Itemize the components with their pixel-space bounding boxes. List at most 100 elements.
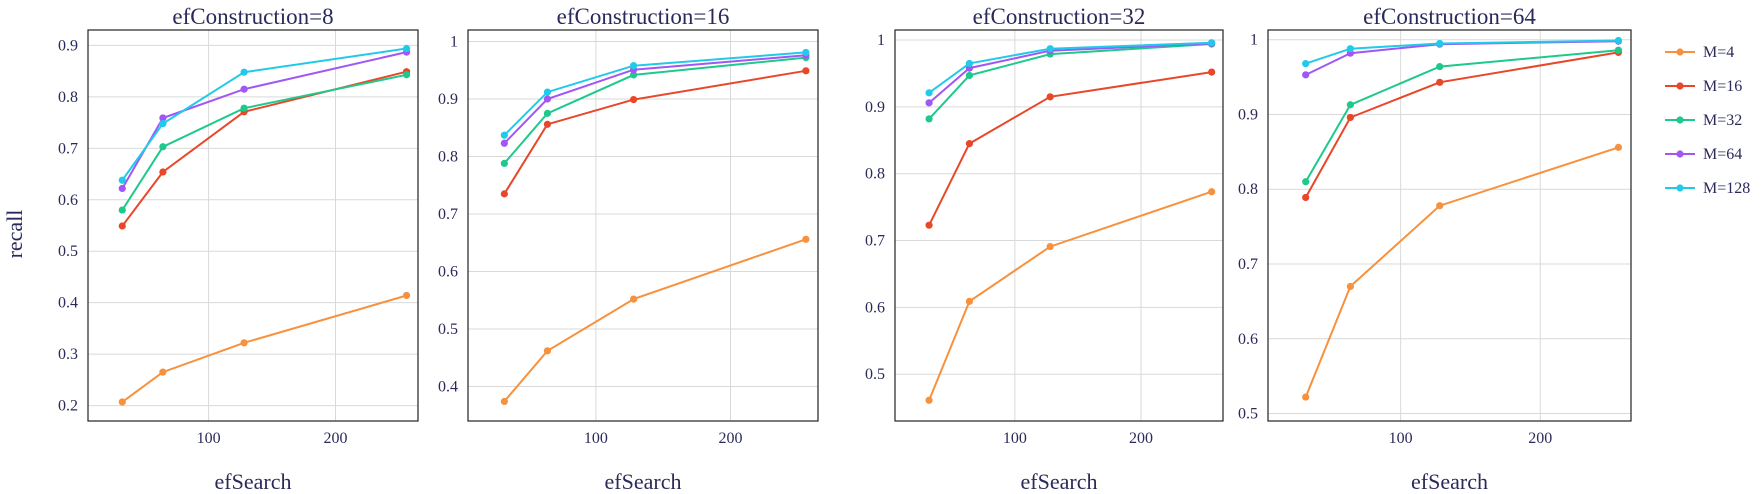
data-point-M=128 — [402, 44, 411, 53]
data-point-M=32 — [1436, 63, 1444, 71]
data-point-M=4 — [629, 295, 638, 303]
data-point-M=128 — [1614, 36, 1623, 45]
panel-1: 0.2 0.3 0.4 0.5 0.6 0.7 0.8 0.9 100 200 efConstruc… — [58, 4, 419, 494]
data-point-M=16 — [1436, 78, 1444, 86]
legend-label: M=32 — [1703, 112, 1742, 129]
data-point-M=128 — [1346, 45, 1354, 53]
data-point-M=32 — [1346, 101, 1354, 109]
y-tick-label: 0.7 — [438, 206, 458, 223]
data-point-M=128 — [159, 120, 167, 128]
y-tick-label: 0.7 — [1238, 256, 1258, 273]
data-point-M=4 — [1346, 282, 1354, 291]
data-point-M=16 — [543, 120, 552, 128]
panel-title: efConstruction=64 — [1363, 4, 1536, 29]
series-line-M=32 — [928, 43, 1212, 120]
data-point-M=16 — [1346, 113, 1354, 122]
plot-frame — [1267, 29, 1632, 422]
legend-label: M=128 — [1703, 180, 1750, 197]
data-point-M=16 — [500, 190, 508, 198]
data-point-M=32 — [402, 71, 411, 79]
x-axis-title: efSearch — [605, 469, 682, 494]
panel-2: 0.4 0.5 0.6 0.7 0.8 0.9 1 100 200 efConstruction=… — [438, 4, 819, 494]
data-point-M=64 — [159, 114, 167, 122]
series-line-M=64 — [503, 54, 806, 144]
x-tick-label: 100 — [1389, 430, 1413, 447]
y-tick-label: 0.4 — [58, 295, 78, 312]
data-point-M=4 — [1436, 202, 1444, 210]
panel-title: efConstruction=16 — [557, 4, 730, 29]
series-line-M=128 — [121, 47, 407, 181]
data-point-M=128 — [802, 48, 810, 57]
series-line-M=4 — [503, 238, 807, 403]
data-point-M=128 — [1208, 39, 1216, 47]
x-tick-label: 100 — [1003, 430, 1027, 447]
legend-item-M=64: M=64 — [1665, 146, 1742, 163]
series-line-M=128 — [1305, 39, 1619, 65]
data-point-M=4 — [802, 235, 810, 243]
data-point-M=16 — [629, 95, 638, 104]
series-line-M=128 — [928, 41, 1212, 94]
data-point-M=4 — [543, 347, 552, 355]
data-point-M=128 — [240, 68, 248, 76]
data-point-M=64 — [925, 99, 933, 107]
panel-title: efConstruction=32 — [973, 4, 1146, 29]
y-tick-label: 0.5 — [438, 321, 458, 338]
y-tick-label: 0.9 — [1238, 106, 1258, 123]
data-point-M=32 — [118, 206, 126, 214]
data-point-M=16 — [118, 222, 126, 230]
y-tick-label: 0.9 — [865, 99, 885, 116]
y-tick-label: 0.7 — [865, 233, 885, 250]
data-point-M=32 — [159, 143, 167, 151]
series-line-M=4 — [928, 190, 1212, 401]
plot-frame — [467, 29, 819, 422]
x-tick-label: 100 — [197, 430, 221, 447]
data-point-M=4 — [965, 297, 974, 305]
x-tick-label: 200 — [1528, 430, 1552, 447]
data-point-M=32 — [925, 115, 933, 123]
chart-panels: 0.2 0.3 0.4 0.5 0.6 0.7 0.8 0.9 100 200 efConstruc… — [58, 4, 1632, 494]
data-point-M=4 — [925, 396, 933, 404]
data-point-M=128 — [1046, 45, 1054, 53]
data-point-M=4 — [1302, 393, 1310, 401]
legend: M=4 M=16 M=32 M=64 M=128 — [1665, 44, 1750, 197]
series-line-M=16 — [1304, 51, 1619, 198]
legend-item-M=128: M=128 — [1665, 180, 1750, 197]
data-point-M=64 — [1302, 71, 1310, 79]
y-tick-label: 0.9 — [58, 37, 78, 54]
y-tick-label: 0.8 — [58, 89, 78, 106]
legend-marker — [1676, 150, 1684, 158]
y-tick-label: 0.6 — [438, 264, 458, 281]
x-axis-title: efSearch — [215, 469, 292, 494]
plot-frame — [87, 29, 419, 422]
data-point-M=128 — [1436, 39, 1444, 48]
data-point-M=4 — [159, 368, 167, 376]
x-axis-title: efSearch — [1411, 469, 1488, 494]
data-point-M=32 — [629, 71, 638, 79]
legend-marker — [1676, 184, 1684, 192]
y-tick-label: 0.5 — [58, 243, 78, 260]
legend-marker — [1676, 116, 1684, 124]
data-point-M=4 — [1614, 143, 1623, 151]
y-tick-label: 0.8 — [438, 149, 458, 166]
data-point-M=4 — [1208, 188, 1216, 196]
legend-item-M=4: M=4 — [1665, 44, 1734, 61]
data-point-M=128 — [543, 88, 552, 96]
data-point-M=64 — [118, 184, 126, 193]
data-point-M=128 — [1302, 60, 1310, 68]
data-point-M=4 — [402, 291, 411, 300]
series-line-M=64 — [928, 42, 1212, 104]
panel-3: 0.5 0.6 0.7 0.8 0.9 1 100 200 efConstruction=32 e… — [865, 4, 1224, 494]
y-tick-label: 0.6 — [58, 192, 78, 209]
data-point-M=128 — [118, 176, 126, 184]
y-tick-label: 0.9 — [438, 91, 458, 108]
y-tick-label: 0.7 — [58, 140, 78, 157]
data-point-M=128 — [629, 62, 638, 70]
legend-label: M=4 — [1703, 44, 1734, 61]
series-line-M=4 — [1304, 146, 1619, 398]
panel-4: 0.5 0.6 0.7 0.8 0.9 1 100 200 efConstruction=64 e… — [1238, 4, 1632, 494]
series-line-M=16 — [928, 71, 1212, 226]
y-tick-label: 0.5 — [865, 366, 885, 383]
data-point-M=4 — [500, 397, 508, 406]
series-line-M=128 — [503, 51, 806, 136]
y-tick-label: 0.2 — [58, 398, 78, 415]
